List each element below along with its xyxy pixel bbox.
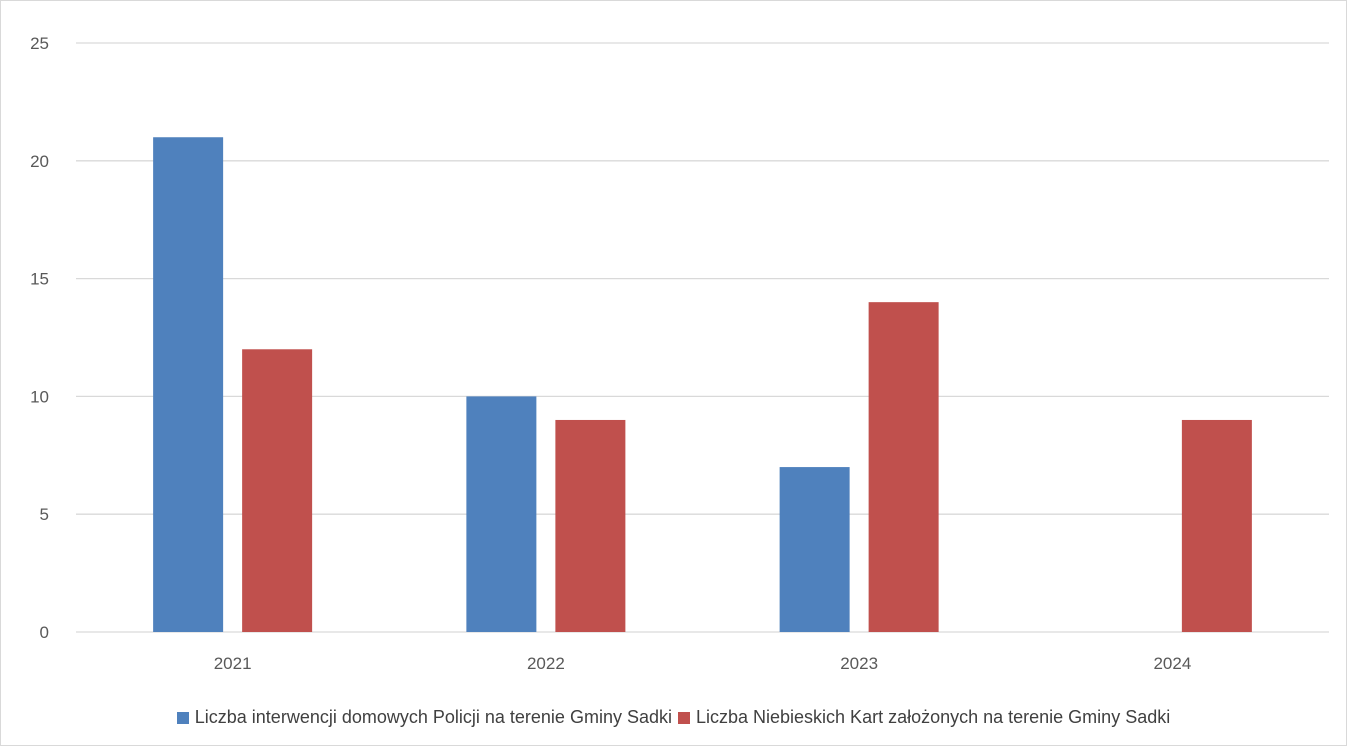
bar-chart: 0 5 10 15 20 25 2021 2022 2023 2024 (30, 34, 1329, 673)
legend-swatch-series-1 (176, 711, 189, 724)
y-tick-label: 20 (30, 152, 49, 171)
x-axis-ticks: 2021 2022 2023 2024 (214, 654, 1192, 673)
x-tick-label: 2024 (1153, 654, 1191, 673)
legend-item-series-2: Liczba Niebieskich Kart założonych na te… (677, 707, 1171, 728)
legend-label-series-1: Liczba interwencji domowych Policji na t… (194, 707, 672, 727)
legend: Liczba interwencji domowych Policji na t… (1, 707, 1346, 728)
bars (153, 137, 1252, 633)
legend-item-series-1: Liczba interwencji domowych Policji na t… (176, 707, 672, 728)
y-tick-label: 0 (40, 623, 49, 642)
bar-series-2-2023 (868, 302, 939, 632)
y-axis-ticks: 0 5 10 15 20 25 (30, 34, 49, 642)
bar-series-2-2021 (242, 349, 313, 632)
y-tick-label: 10 (30, 387, 49, 406)
x-tick-label: 2023 (840, 654, 878, 673)
x-tick-label: 2021 (214, 654, 252, 673)
x-tick-label: 2022 (527, 654, 565, 673)
bar-series-1-2022 (466, 396, 537, 632)
y-tick-label: 5 (40, 505, 49, 524)
legend-label-series-2: Liczba Niebieskich Kart założonych na te… (695, 707, 1171, 727)
bar-series-1-2023 (779, 467, 850, 632)
bar-series-2-2024 (1181, 419, 1252, 632)
y-tick-label: 15 (30, 270, 49, 289)
bar-series-1-2021 (153, 137, 224, 633)
legend-swatch-series-2 (677, 711, 690, 724)
y-tick-label: 25 (30, 34, 49, 53)
bar-series-2-2022 (555, 419, 626, 632)
